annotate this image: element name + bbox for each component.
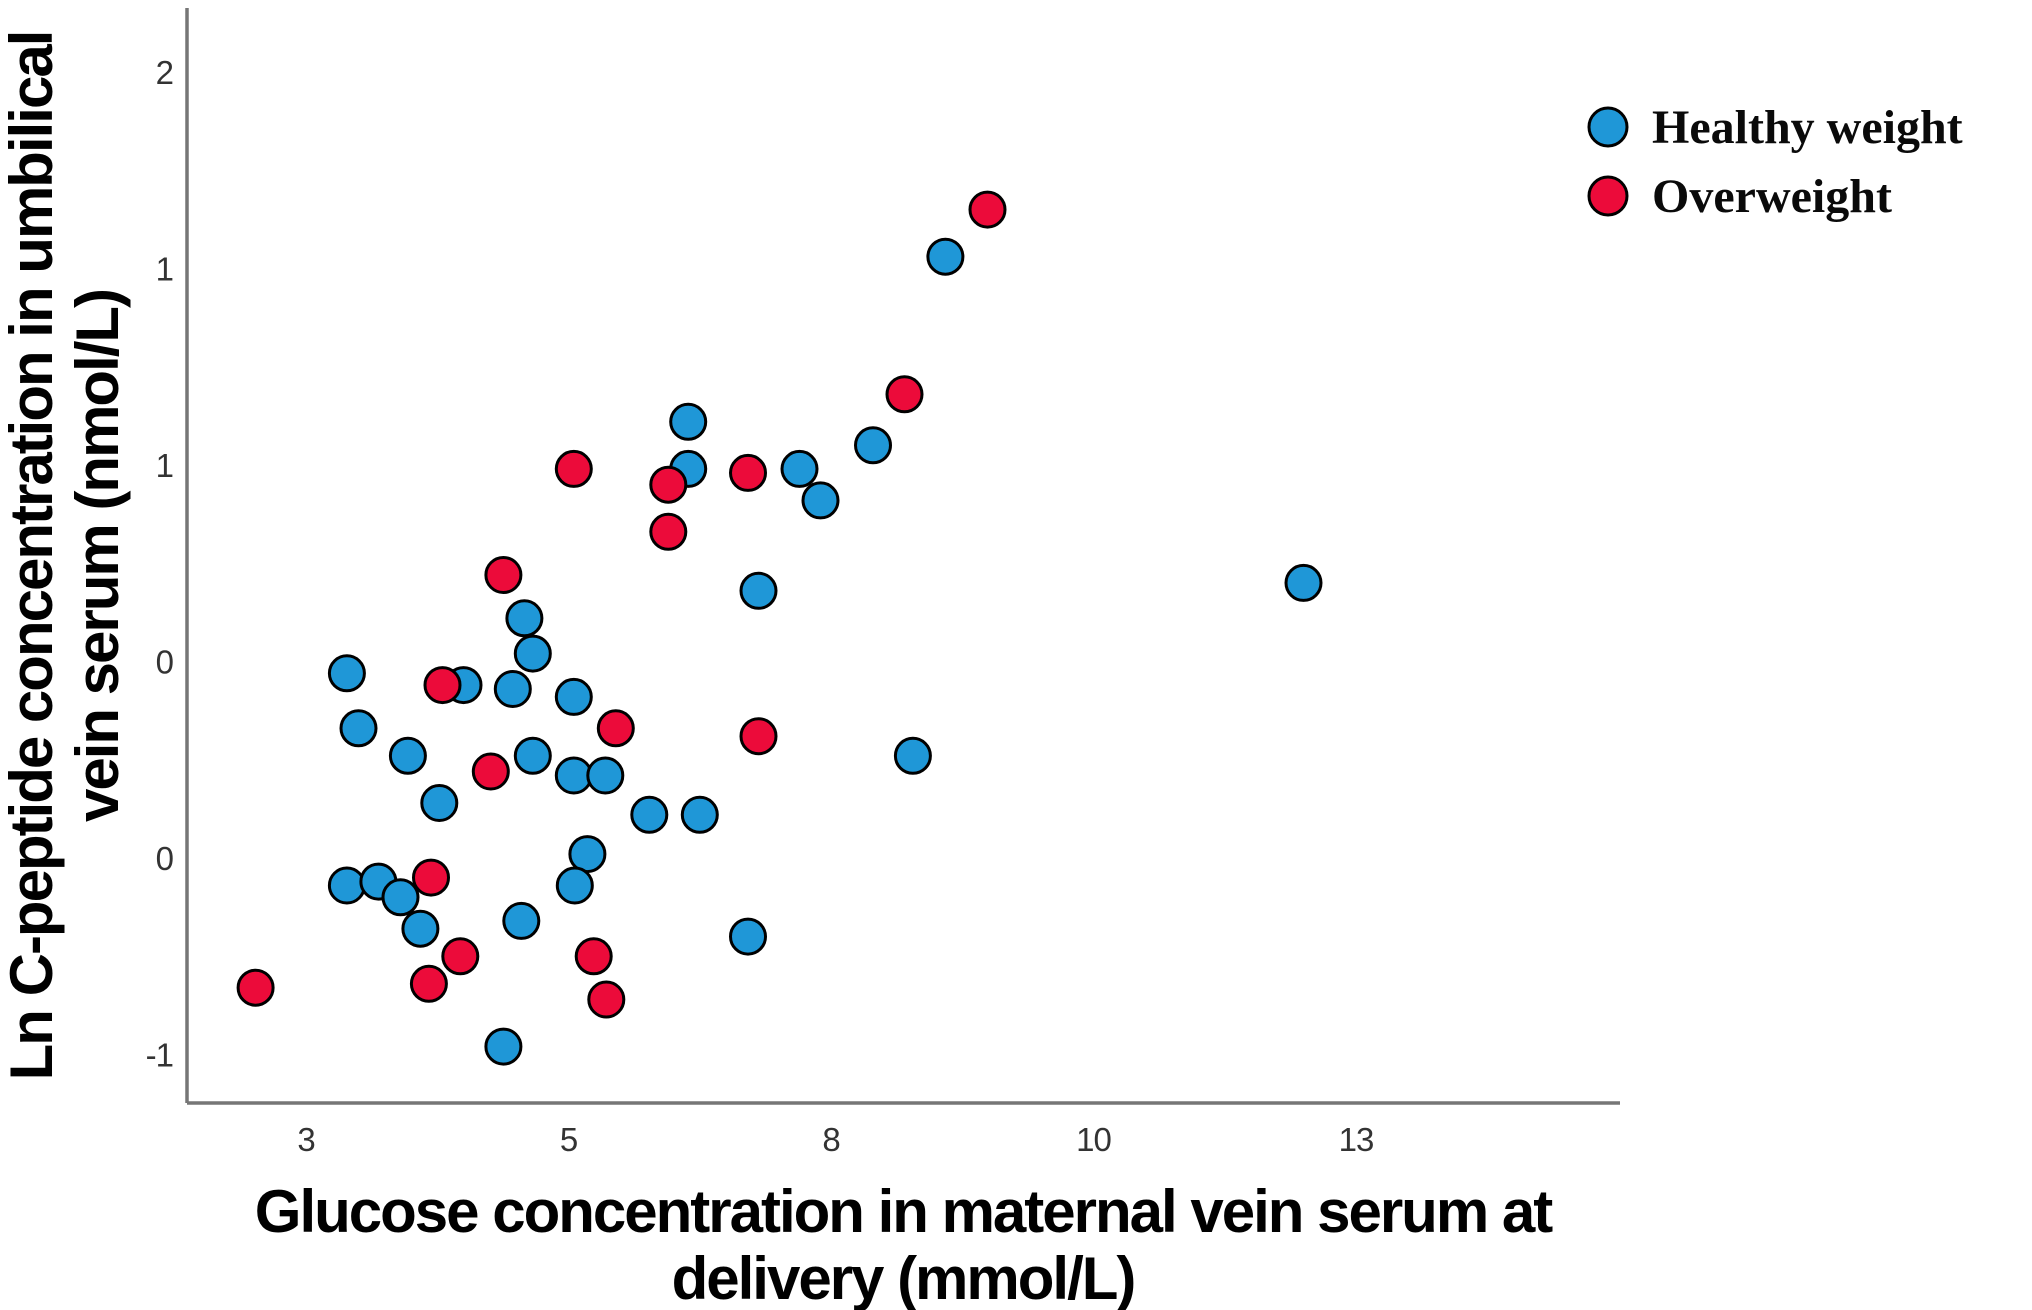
legend-overweight-label: Overweight <box>1652 170 1892 223</box>
data-point <box>649 465 688 504</box>
x-axis-tick-labels: 3 5 8 10 13 <box>297 1121 1374 1158</box>
y-tick-label: -1 <box>146 1037 173 1074</box>
data-point <box>669 402 708 441</box>
data-point <box>513 634 552 673</box>
legend: Healthy weight Overweight <box>1587 101 1963 223</box>
data-point <box>739 717 778 756</box>
data-point <box>1284 563 1323 602</box>
data-point <box>587 980 626 1019</box>
y-tick-label: 2 <box>156 54 173 91</box>
data-point <box>968 190 1007 229</box>
x-axis-title-line1: Glucose concentration in maternal vein s… <box>255 1178 1553 1245</box>
data-point <box>729 917 767 956</box>
data-point <box>388 736 427 775</box>
data-point <box>412 858 450 897</box>
data-points-layer <box>236 190 1323 1066</box>
data-point <box>574 937 613 976</box>
y-axis-title-line1: Ln C-peptide concentration in umbilical <box>0 32 65 1081</box>
x-tick-label: 5 <box>560 1121 577 1158</box>
x-tick-label: 13 <box>1339 1121 1374 1158</box>
x-tick-label: 8 <box>822 1121 839 1158</box>
y-tick-label: 1 <box>156 251 173 288</box>
data-point <box>893 736 932 775</box>
data-point <box>327 866 366 905</box>
data-point <box>493 670 532 708</box>
data-point <box>555 866 594 905</box>
data-point <box>801 481 840 520</box>
y-axis-title-line2: vein serum (nmol/L) <box>64 290 131 822</box>
data-point <box>630 795 669 834</box>
data-point <box>554 756 593 795</box>
data-point <box>423 666 462 705</box>
y-tick-label: 1 <box>156 447 173 484</box>
data-point <box>327 654 366 693</box>
data-point <box>513 736 552 775</box>
data-point <box>780 449 819 488</box>
data-point <box>739 571 778 610</box>
x-tick-label: 10 <box>1076 1121 1111 1158</box>
data-point <box>441 937 480 976</box>
data-point <box>586 756 625 795</box>
data-point <box>484 1027 523 1066</box>
y-axis-tick-labels: 2 1 1 0 0 -1 <box>146 54 175 1074</box>
data-point <box>339 709 378 748</box>
data-point <box>502 901 541 940</box>
data-point <box>471 752 510 791</box>
data-point <box>596 709 635 748</box>
data-point <box>926 237 965 276</box>
data-point <box>505 599 544 638</box>
data-point <box>484 556 523 594</box>
y-tick-label: 0 <box>156 840 174 877</box>
data-point <box>729 453 767 492</box>
data-point <box>680 795 719 834</box>
data-point <box>554 449 593 488</box>
legend-overweight-dot-icon <box>1587 175 1629 217</box>
x-axis-title-line2: delivery (mmol/L) <box>672 1245 1135 1310</box>
data-point <box>885 375 924 414</box>
data-point <box>401 909 440 948</box>
data-point <box>568 835 607 874</box>
data-point <box>854 426 892 465</box>
data-point <box>409 964 448 1003</box>
y-tick-label: 0 <box>156 644 174 681</box>
legend-healthy-weight-dot-icon <box>1587 106 1629 148</box>
data-point <box>420 784 459 822</box>
data-point <box>381 878 420 917</box>
data-point <box>236 968 275 1007</box>
data-point <box>649 512 688 551</box>
x-tick-label: 3 <box>297 1121 314 1158</box>
legend-healthy-weight-label: Healthy weight <box>1652 101 1963 154</box>
data-point <box>554 677 593 716</box>
